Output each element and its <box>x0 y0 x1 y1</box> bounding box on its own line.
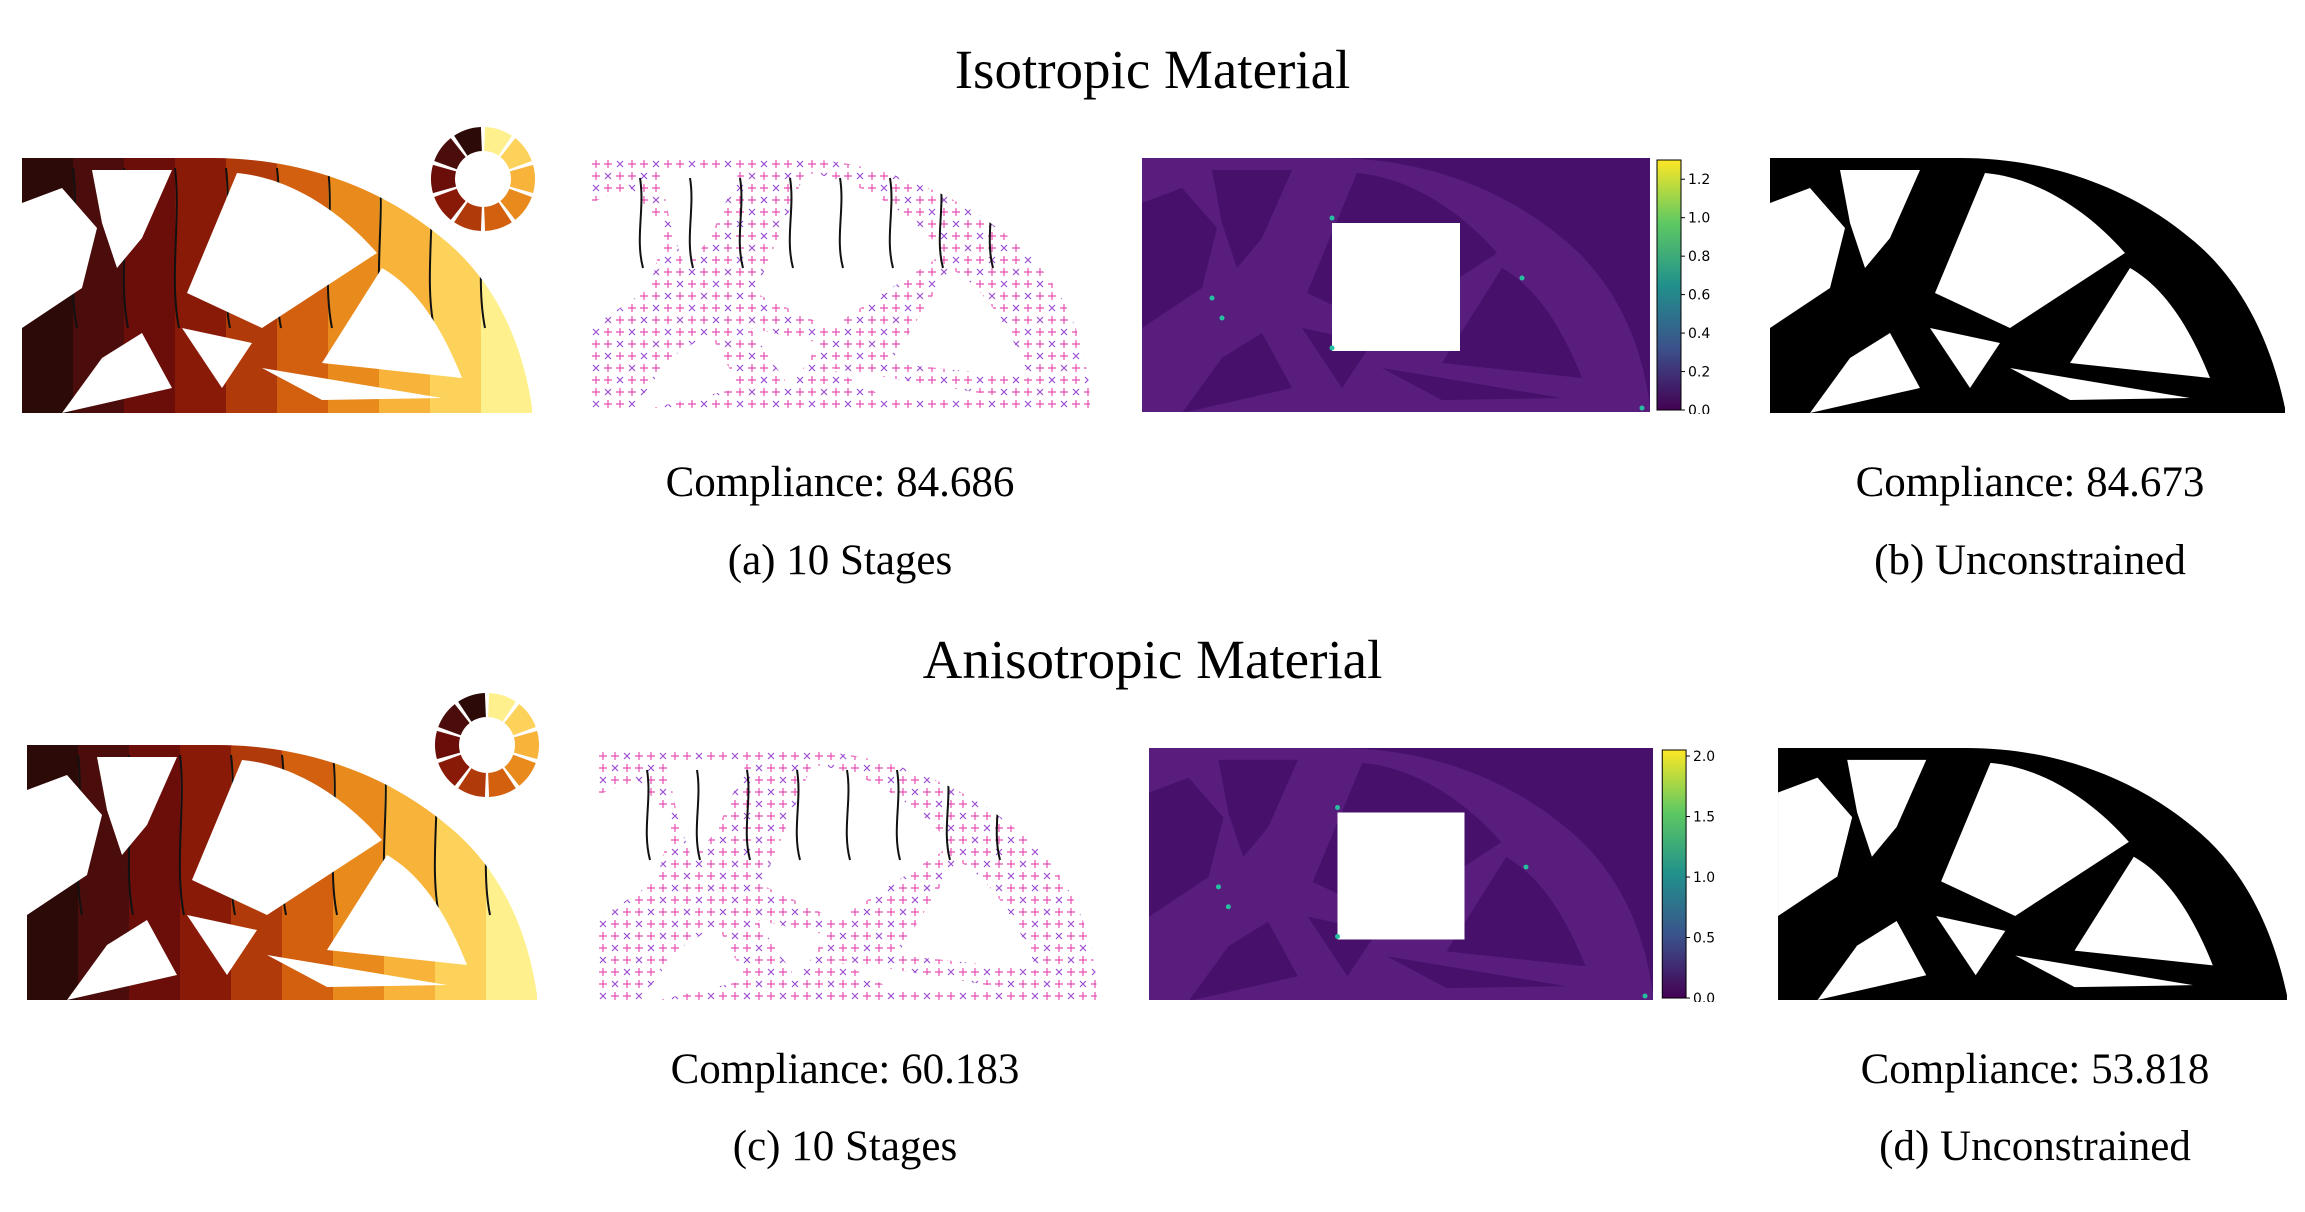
orientation-field-aniso <box>597 750 1097 1000</box>
compliance-d: Compliance: 53.818 <box>1860 1046 2210 1093</box>
colorbar-tick-label: 0.2 <box>1688 365 1710 381</box>
caption-c: (c) 10 Stages <box>732 1123 958 1170</box>
compliance-a: Compliance: 84.686 <box>665 459 1015 506</box>
colorbar-tick-label: 1.0 <box>1693 870 1715 886</box>
colorbar-iso: 1.2 1.0 0.8 0.6 0.4 0.2 0.0 <box>1655 158 1725 414</box>
unconstrained-layout-aniso <box>1775 748 2290 1000</box>
staged-layout-iso <box>22 158 532 413</box>
colorbar-aniso: 2.0 1.5 1.0 0.5 0.0 <box>1660 748 1730 1002</box>
stage-ring-aniso <box>432 690 542 800</box>
isotropic-heading: Isotropic Material <box>954 39 1351 100</box>
colorbar-tick-label: 0.4 <box>1688 326 1710 342</box>
heatmap-iso <box>1142 158 1650 412</box>
unconstrained-layout-iso <box>1770 158 2285 413</box>
staged-layout-aniso <box>27 745 537 1000</box>
caption-d: (d) Unconstrained <box>1879 1123 2191 1170</box>
stage-ring-iso <box>428 124 538 234</box>
caption-b: (b) Unconstrained <box>1874 537 2186 584</box>
colorbar-tick-label: 0.0 <box>1693 991 1715 1002</box>
orientation-field-iso <box>590 158 1090 408</box>
compliance-b: Compliance: 84.673 <box>1855 459 2205 506</box>
colorbar-tick-label: 1.2 <box>1688 172 1710 188</box>
colorbar-tick-label: 0.8 <box>1688 249 1710 265</box>
caption-a: (a) 10 Stages <box>727 537 953 584</box>
colorbar-tick-label: 0.5 <box>1693 930 1715 946</box>
colorbar-tick-label: 1.5 <box>1693 809 1715 825</box>
colorbar-tick-label: 1.0 <box>1688 211 1710 227</box>
colorbar-tick-label: 0.6 <box>1688 288 1710 304</box>
anisotropic-heading: Anisotropic Material <box>922 629 1383 690</box>
colorbar-tick-label: 0.0 <box>1688 403 1710 414</box>
compliance-c: Compliance: 60.183 <box>670 1046 1020 1093</box>
heatmap-aniso <box>1147 748 1655 1000</box>
colorbar-tick-label: 2.0 <box>1693 749 1715 765</box>
